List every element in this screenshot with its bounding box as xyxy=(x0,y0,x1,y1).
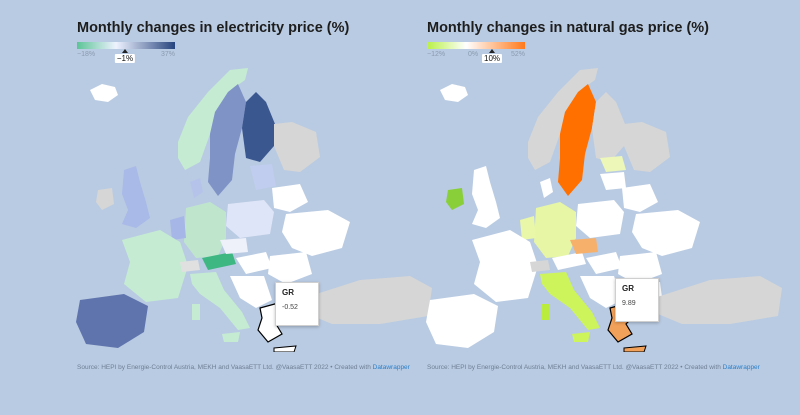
country-sicily[interactable] xyxy=(222,332,240,342)
country-austria[interactable] xyxy=(202,252,236,270)
gas-legend-max: 52% xyxy=(510,51,525,58)
gas-legend-min: −12% xyxy=(427,51,446,58)
country-spain[interactable] xyxy=(426,294,498,348)
country-hungary[interactable] xyxy=(236,252,272,274)
country-ireland[interactable] xyxy=(446,188,464,210)
datawrapper-link[interactable]: Datawrapper xyxy=(722,364,760,371)
country-czechia[interactable] xyxy=(220,238,248,254)
country-germany[interactable] xyxy=(184,202,226,258)
country-baltics-south[interactable] xyxy=(600,172,626,190)
source-text: Source: HEPI by Energie-Control Austria,… xyxy=(427,364,723,371)
country-czechia[interactable] xyxy=(570,238,598,254)
country-italy[interactable] xyxy=(190,272,250,330)
country-finland[interactable] xyxy=(592,92,625,162)
gas-legend-zero: 0% xyxy=(467,51,479,58)
country-sardinia[interactable] xyxy=(542,304,550,320)
country-crete[interactable] xyxy=(273,345,297,352)
tooltip-country-code: GR xyxy=(622,284,634,293)
country-russia[interactable] xyxy=(624,122,670,172)
country-sicily[interactable] xyxy=(572,332,590,342)
gas-source-note: Source: HEPI by Energie-Control Austria,… xyxy=(427,364,760,371)
electricity-legend-min: −18% xyxy=(77,51,96,58)
country-belarus[interactable] xyxy=(272,184,308,212)
country-benelux[interactable] xyxy=(520,216,536,240)
gas-europe-map xyxy=(426,68,782,352)
country-turkey[interactable] xyxy=(654,276,782,324)
country-ukraine[interactable] xyxy=(632,210,700,256)
country-iceland[interactable] xyxy=(440,84,468,102)
electricity-europe-map xyxy=(76,68,432,352)
datawrapper-link[interactable]: Datawrapper xyxy=(372,364,410,371)
country-benelux[interactable] xyxy=(170,216,186,240)
gas-tooltip: GR 9.89 xyxy=(615,278,659,322)
electricity-legend: −18% 37% −1% xyxy=(77,42,175,63)
country-sweden[interactable] xyxy=(558,84,596,196)
country-denmark[interactable] xyxy=(190,178,203,198)
country-iceland[interactable] xyxy=(90,84,118,102)
country-sardinia[interactable] xyxy=(192,304,200,320)
country-ireland[interactable] xyxy=(96,188,114,210)
country-spain[interactable] xyxy=(76,294,148,348)
country-belarus[interactable] xyxy=(622,184,658,212)
country-switzerland[interactable] xyxy=(530,260,550,272)
country-balkans[interactable] xyxy=(580,276,622,308)
gas-legend-gradient xyxy=(427,42,525,49)
electricity-legend-marker xyxy=(122,49,128,53)
country-romania[interactable] xyxy=(618,252,662,284)
electricity-tooltip: GR -0.52 xyxy=(275,282,319,326)
electricity-map-title: Monthly changes in electricity price (%) xyxy=(77,20,350,36)
country-uk[interactable] xyxy=(472,166,500,228)
country-austria[interactable] xyxy=(552,252,586,270)
country-baltics[interactable] xyxy=(250,164,276,190)
country-poland[interactable] xyxy=(576,200,624,238)
country-romania[interactable] xyxy=(268,252,312,284)
country-germany[interactable] xyxy=(534,202,576,258)
country-sweden[interactable] xyxy=(208,84,246,196)
country-denmark[interactable] xyxy=(540,178,553,198)
country-poland[interactable] xyxy=(226,200,274,238)
gas-legend-marker-label: 10% xyxy=(481,54,503,63)
gas-panel: Monthly changes in natural gas price (%)… xyxy=(410,0,790,415)
gas-legend-marker xyxy=(489,49,495,53)
electricity-source-note: Source: HEPI by Energie-Control Austria,… xyxy=(77,364,410,371)
country-norway[interactable] xyxy=(528,68,598,170)
country-switzerland[interactable] xyxy=(180,260,200,272)
country-uk[interactable] xyxy=(122,166,150,228)
country-norway[interactable] xyxy=(178,68,248,170)
country-balkans[interactable] xyxy=(230,276,272,308)
country-ukraine[interactable] xyxy=(282,210,350,256)
gas-legend: −12% 0% 52% 10% xyxy=(427,42,525,63)
source-text: Source: HEPI by Energie-Control Austria,… xyxy=(77,364,373,371)
country-france[interactable] xyxy=(472,230,538,302)
tooltip-value: 9.89 xyxy=(622,300,636,307)
country-baltics[interactable] xyxy=(600,156,626,172)
tooltip-country-code: GR xyxy=(282,288,294,297)
electricity-legend-marker-label: −1% xyxy=(114,54,136,63)
country-russia[interactable] xyxy=(274,122,320,172)
gas-map-title: Monthly changes in natural gas price (%) xyxy=(427,20,709,36)
country-turkey[interactable] xyxy=(304,276,432,324)
country-finland[interactable] xyxy=(242,92,275,162)
electricity-legend-max: 37% xyxy=(160,51,175,58)
electricity-panel: Monthly changes in electricity price (%)… xyxy=(60,0,440,415)
electricity-legend-gradient xyxy=(77,42,175,49)
country-france[interactable] xyxy=(122,230,188,302)
country-hungary[interactable] xyxy=(586,252,622,274)
country-italy[interactable] xyxy=(540,272,600,330)
country-crete[interactable] xyxy=(623,345,647,352)
tooltip-value: -0.52 xyxy=(282,304,298,311)
